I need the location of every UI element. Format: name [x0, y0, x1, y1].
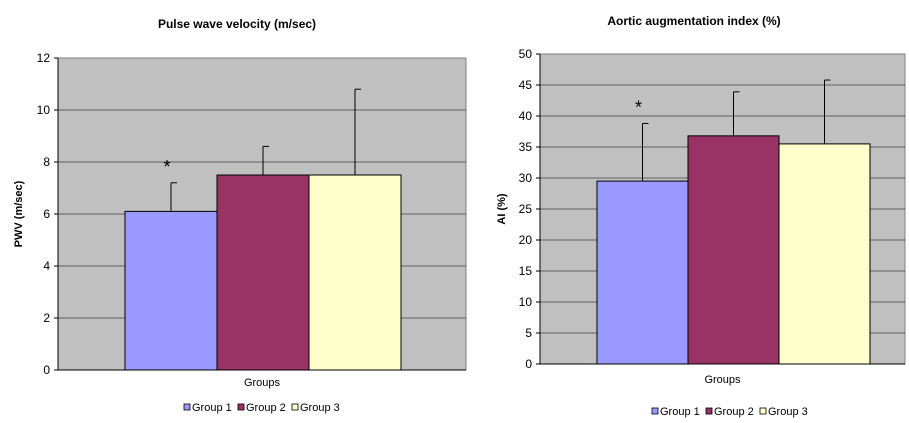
legend: Group 1 Group 2 Group 3: [651, 406, 808, 418]
legend-swatch: [237, 403, 245, 411]
y-tick-label: 2: [43, 311, 50, 325]
y-tick-label: 10: [519, 295, 533, 309]
y-tick-label: 10: [37, 103, 51, 117]
bar-group-2: [216, 174, 310, 371]
pwv-chart: Pulse wave velocity (m/sec) 0 2 4 6 8 10 12 * Gro…: [13, 17, 467, 414]
significance-marker: *: [635, 97, 642, 117]
x-axis-label: Groups: [704, 374, 741, 386]
legend-label: Group 1: [192, 402, 232, 414]
legend-swatch: [291, 403, 299, 411]
y-tick-label: 12: [37, 51, 51, 65]
significance-marker: *: [163, 157, 170, 177]
legend-label: Group 1: [660, 406, 700, 418]
y-tick-label: 30: [519, 171, 533, 185]
chart-title: Pulse wave velocity (m/sec): [158, 17, 316, 31]
y-tick-label: 5: [525, 326, 532, 340]
y-tick-label: 8: [43, 155, 50, 169]
y-tick-label: 50: [519, 47, 533, 61]
legend-swatch: [759, 407, 767, 415]
legend-swatch: [651, 407, 659, 415]
legend-label: Group 3: [768, 406, 808, 418]
y-tick-label: 6: [43, 207, 50, 221]
bar-group-1: [124, 210, 218, 371]
bar-group-3: [308, 174, 402, 371]
legend-swatch: [705, 407, 713, 415]
bar-group-3: [778, 143, 871, 365]
legend-label: Group 2: [714, 406, 754, 418]
x-axis-label: Groups: [244, 377, 281, 389]
y-tick-label: 25: [519, 202, 533, 216]
legend-label: Group 3: [300, 402, 340, 414]
y-tick-label: 40: [519, 109, 533, 123]
bar-group-1: [596, 180, 689, 365]
ai-chart: Aortic augmentation index (%) 0 5 10 15 20 25 3…: [496, 14, 906, 418]
y-axis-label: PWV (m/sec): [13, 180, 25, 247]
legend-swatch: [183, 403, 191, 411]
y-tick-label: 0: [525, 357, 532, 371]
y-tick-label: 35: [519, 140, 533, 154]
legend: Group 1 Group 2 Group 3: [183, 402, 340, 414]
y-tick-label: 20: [519, 233, 533, 247]
chart-title: Aortic augmentation index (%): [607, 14, 780, 28]
y-axis-label: AI (%): [496, 193, 508, 225]
legend-label: Group 2: [246, 402, 286, 414]
y-tick-label: 45: [519, 78, 533, 92]
y-tick-label: 0: [43, 363, 50, 377]
y-tick-label: 15: [519, 264, 533, 278]
y-tick-label: 4: [43, 259, 50, 273]
bar-group-2: [687, 135, 780, 365]
